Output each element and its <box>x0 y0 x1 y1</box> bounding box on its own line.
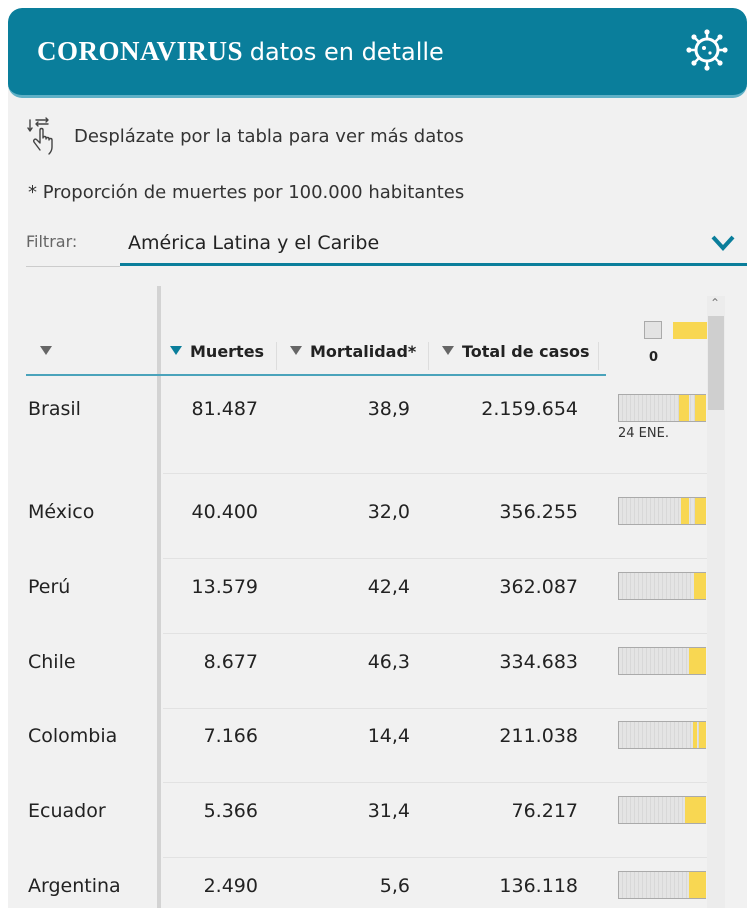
title-bold: CORONAVIRUS <box>37 36 244 66</box>
vertical-scrollbar[interactable]: ⌃ <box>707 296 725 908</box>
row-divider <box>163 708 708 709</box>
sparkline-bar <box>685 797 706 823</box>
filter-divider <box>26 266 120 267</box>
data-table: Muertes Mortalidad* Total de casos 0 Bra… <box>8 286 747 908</box>
cases-value: 356.255 <box>499 501 578 523</box>
region-filter-value: América Latina y el Caribe <box>128 232 380 254</box>
sort-mortality-header[interactable]: Mortalidad* <box>290 342 416 361</box>
mortality-value: 46,3 <box>367 651 410 673</box>
cases-value: 136.118 <box>499 875 578 897</box>
sparkline-bar <box>693 722 697 748</box>
sort-arrow-icon <box>290 346 302 355</box>
trend-sparkline <box>618 871 706 899</box>
row-divider <box>163 473 708 474</box>
deaths-value: 81.487 <box>191 398 258 420</box>
sort-arrow-active-icon <box>170 346 182 355</box>
table-row: México 40.400 32,0 356.255 <box>8 484 708 559</box>
deaths-value: 40.400 <box>191 501 258 523</box>
scroll-hint: Desplázate por la tabla para ver más dat… <box>26 116 546 156</box>
mortality-header-label: Mortalidad* <box>310 342 417 361</box>
trend-sparkline <box>618 394 706 422</box>
mortality-footnote: * Proporción de muertes por 100.000 habi… <box>28 182 465 203</box>
table-row: Perú 13.579 42,4 362.087 <box>8 559 708 634</box>
legend-yellow-swatch <box>673 322 707 339</box>
cases-value: 2.159.654 <box>481 398 578 420</box>
cases-value: 362.087 <box>499 576 578 598</box>
row-divider <box>163 558 708 559</box>
sparkline-date-label: 24 ENE. <box>618 426 669 441</box>
deaths-value: 13.579 <box>191 576 258 598</box>
scroll-hint-text: Desplázate por la tabla para ver más dat… <box>74 126 464 147</box>
sort-deaths-header[interactable]: Muertes <box>170 342 264 361</box>
deaths-value: 5.366 <box>203 800 258 822</box>
title-light: datos en detalle <box>249 38 444 66</box>
sort-arrow-icon <box>442 346 454 355</box>
sticky-column-divider <box>157 286 161 908</box>
legend-zero-label: 0 <box>649 350 659 365</box>
header-separator <box>428 342 429 370</box>
header-bar: CORONAVIRUS datos en detalle <box>8 8 747 98</box>
deaths-value: 2.490 <box>203 875 258 897</box>
table-row: Ecuador 5.366 31,4 76.217 <box>8 783 708 858</box>
trend-sparkline <box>618 647 706 675</box>
region-filter-select[interactable]: América Latina y el Caribe <box>120 224 747 266</box>
header-underline <box>26 374 606 376</box>
cases-value: 211.038 <box>499 725 578 747</box>
cases-header-label: Total de casos <box>462 342 590 361</box>
country-name: México <box>28 501 95 523</box>
mortality-value: 31,4 <box>367 800 410 822</box>
page-title: CORONAVIRUS datos en detalle <box>37 36 444 67</box>
sort-cases-header[interactable]: Total de casos <box>442 342 589 361</box>
trend-sparkline <box>618 796 706 824</box>
sparkline-bar <box>694 573 706 599</box>
mortality-value: 14,4 <box>367 725 410 747</box>
deaths-value: 7.166 <box>203 725 258 747</box>
country-name: Perú <box>28 576 71 598</box>
deaths-header-label: Muertes <box>190 342 265 361</box>
scroll-up-icon[interactable]: ⌃ <box>710 296 721 310</box>
table-row: Chile 8.677 46,3 334.683 <box>8 634 708 709</box>
scrollbar-thumb[interactable] <box>708 316 724 410</box>
sparkline-bar <box>681 498 689 524</box>
cases-value: 334.683 <box>499 651 578 673</box>
filter-label: Filtrar: <box>26 232 78 251</box>
widget-panel: CORONAVIRUS datos en detalle <box>8 8 747 908</box>
sort-country-header[interactable] <box>40 342 60 361</box>
trend-sparkline <box>618 721 706 749</box>
mortality-value: 32,0 <box>367 501 410 523</box>
country-name: Colombia <box>28 725 118 747</box>
sparkline-bar <box>695 498 706 524</box>
country-name: Chile <box>28 651 76 673</box>
virus-icon <box>686 29 728 71</box>
mortality-value: 5,6 <box>379 875 410 897</box>
header-separator <box>598 342 599 370</box>
sort-arrow-icon <box>40 346 52 355</box>
swipe-hand-icon <box>27 117 53 155</box>
header-separator <box>276 342 277 370</box>
country-name: Ecuador <box>28 800 106 822</box>
trend-sparkline <box>618 572 706 600</box>
row-divider <box>163 782 708 783</box>
sparkline-bar <box>699 722 706 748</box>
legend-grey-swatch <box>644 321 662 339</box>
sparkline-bar <box>689 872 706 898</box>
row-divider <box>163 857 708 858</box>
country-name: Brasil <box>28 398 81 420</box>
table-row: Argentina 2.490 5,6 136.118 <box>8 858 708 908</box>
chevron-down-icon[interactable] <box>711 234 735 252</box>
country-name: Argentina <box>28 875 121 897</box>
cases-value: 76.217 <box>511 800 578 822</box>
sparkline-bar <box>689 648 706 674</box>
mortality-value: 38,9 <box>367 398 410 420</box>
deaths-value: 8.677 <box>203 651 258 673</box>
table-row: Brasil 81.487 38,9 2.159.654 24 ENE. <box>8 384 708 484</box>
mortality-value: 42,4 <box>367 576 410 598</box>
table-row: Colombia 7.166 14,4 211.038 <box>8 708 708 783</box>
sparkline-bar <box>695 395 706 421</box>
trend-sparkline <box>618 497 706 525</box>
sparkline-bar <box>679 395 689 421</box>
row-divider <box>163 633 708 634</box>
